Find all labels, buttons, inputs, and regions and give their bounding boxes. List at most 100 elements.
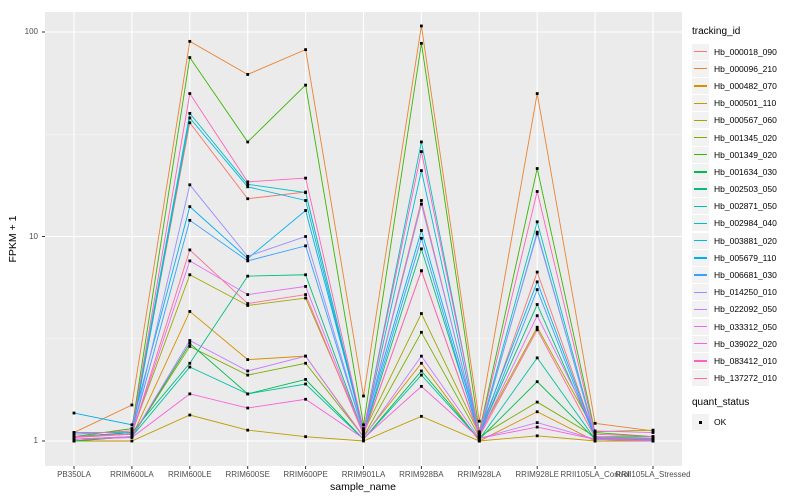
- data-point: [535, 314, 539, 318]
- data-point: [246, 73, 250, 76]
- data-point: [304, 191, 307, 194]
- legend: tracking_id Hb_000018_090 Hb_000096_210 Hb…: [692, 26, 777, 431]
- data-point: [535, 230, 539, 234]
- legend-item-Hb_003881_020: Hb_003881_020: [692, 232, 777, 249]
- data-point: [535, 410, 539, 414]
- legend-line-swatch-icon: [692, 352, 709, 369]
- data-point: [535, 303, 539, 306]
- data-point: [188, 310, 192, 313]
- data-point: [477, 436, 481, 440]
- legend-item-Hb_022092_050: Hb_022092_050: [692, 301, 777, 318]
- data-point: [188, 345, 192, 348]
- data-point: [304, 378, 307, 381]
- data-point: [304, 397, 307, 401]
- data-point: [420, 140, 423, 144]
- data-point: [246, 302, 250, 305]
- data-point: [420, 169, 423, 173]
- legend-line-swatch-icon: [692, 198, 709, 215]
- y-axis-title: FPKM + 1: [7, 215, 19, 263]
- legend-line-swatch-icon: [692, 77, 709, 94]
- data-point: [535, 421, 539, 425]
- data-point: [188, 116, 192, 120]
- data-point: [362, 427, 365, 430]
- data-point: [188, 111, 192, 115]
- data-point: [651, 439, 655, 443]
- legend-item-label: Hb_001345_020: [714, 132, 777, 143]
- legend-item-Hb_005679_110: Hb_005679_110: [692, 249, 777, 266]
- data-point: [651, 428, 655, 432]
- data-point: [535, 280, 539, 284]
- data-point: [420, 269, 423, 273]
- data-point: [188, 56, 192, 59]
- legend-item-Hb_002503_050: Hb_002503_050: [692, 181, 777, 198]
- data-point: [420, 41, 423, 45]
- data-point: [304, 235, 307, 238]
- data-point: [593, 431, 597, 434]
- data-point: [246, 182, 250, 186]
- data-point: [246, 369, 250, 373]
- legend-line-swatch-icon: [692, 370, 709, 387]
- legend-item-label: Hb_006681_030: [714, 270, 777, 281]
- legend-item-label: Hb_000018_090: [714, 46, 777, 57]
- data-point: [304, 209, 307, 212]
- legend-line-swatch-icon: [692, 112, 709, 129]
- data-point: [420, 202, 423, 206]
- data-point: [188, 392, 192, 396]
- legend-title-tracking-id: tracking_id: [692, 26, 741, 37]
- data-point: [362, 439, 365, 443]
- legend-line-swatch-icon: [692, 232, 709, 249]
- legend-item-label: Hb_137272_010: [714, 373, 777, 384]
- data-point: [651, 435, 655, 439]
- data-point: [593, 429, 597, 433]
- legend-item-label: Hb_005679_110: [714, 252, 777, 263]
- data-point: [246, 358, 250, 362]
- data-point: [304, 354, 307, 358]
- data-point: [188, 92, 192, 95]
- legend-item-label: Hb_000567_060: [714, 115, 777, 126]
- data-point: [188, 259, 192, 263]
- data-point: [535, 425, 539, 429]
- data-point: [304, 199, 307, 202]
- x-tick-label-RRIM928LA: RRIM928LA: [457, 470, 502, 479]
- data-point: [477, 419, 481, 423]
- data-point: [246, 254, 250, 258]
- data-point: [246, 304, 250, 307]
- data-point: [535, 400, 539, 404]
- legend-item-Hb_014250_010: Hb_014250_010: [692, 284, 777, 301]
- legend-item-Hb_000482_070: Hb_000482_070: [692, 77, 777, 94]
- data-point: [130, 423, 134, 427]
- data-point: [535, 190, 539, 193]
- data-point: [188, 273, 192, 277]
- data-point: [246, 274, 250, 278]
- y-tick-label: 10: [29, 231, 38, 241]
- x-tick-label-RRII105LA_Control: RRII105LA_Control: [560, 470, 630, 479]
- legend-item-label: Hb_000501_110: [714, 98, 777, 109]
- data-point: [72, 437, 76, 441]
- y-tick-label: 1: [33, 436, 38, 445]
- legend-item-label: Hb_001349_020: [714, 149, 777, 160]
- data-point: [304, 244, 307, 248]
- data-point: [535, 328, 539, 332]
- ok-square-marker-icon: [692, 414, 709, 431]
- data-point: [130, 439, 134, 443]
- data-point: [304, 83, 307, 87]
- legend-item-Hb_000096_210: Hb_000096_210: [692, 60, 777, 77]
- legend-line-swatch-icon: [692, 284, 709, 301]
- data-point: [246, 406, 250, 410]
- data-point: [593, 432, 597, 436]
- data-point: [535, 288, 539, 291]
- data-point: [362, 428, 365, 432]
- data-point: [246, 428, 250, 432]
- data-point: [304, 285, 307, 288]
- y-tick-label: 100: [24, 27, 38, 36]
- legend-line-swatch-icon: [692, 43, 709, 60]
- data-point: [246, 373, 250, 377]
- legend-item-Hb_002984_040: Hb_002984_040: [692, 215, 777, 232]
- data-point: [188, 339, 192, 342]
- legend-item-Hb_033312_050: Hb_033312_050: [692, 318, 777, 335]
- legend-item-Hb_002871_050: Hb_002871_050: [692, 198, 777, 215]
- data-point: [130, 429, 134, 433]
- legend-item-label: Hb_002871_050: [714, 201, 777, 212]
- data-point: [188, 248, 192, 252]
